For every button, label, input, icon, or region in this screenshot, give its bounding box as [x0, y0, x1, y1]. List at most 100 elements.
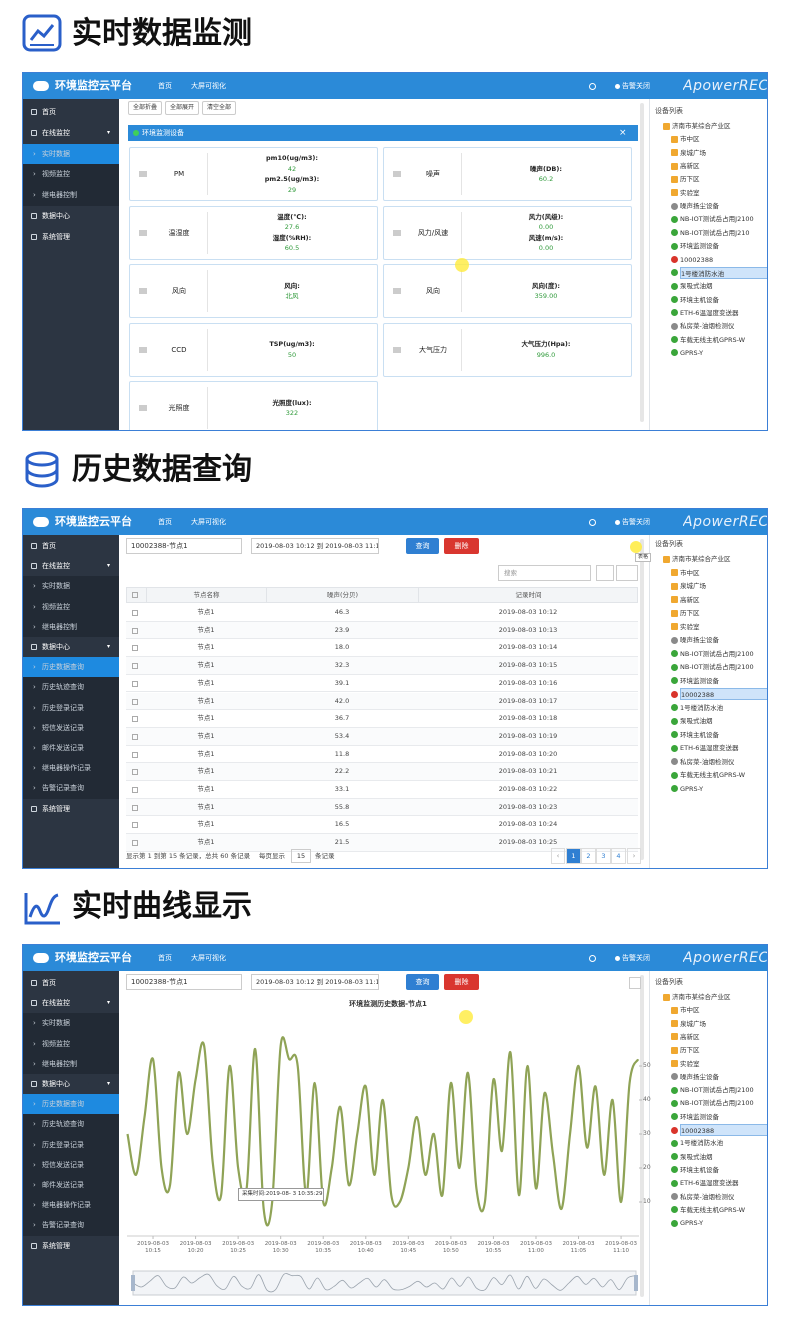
submenu-item[interactable]: 视频监控	[42, 1039, 70, 1048]
tree-folder[interactable]: 高新区	[680, 162, 700, 171]
submenu-item[interactable]: 继电器控制	[42, 1059, 77, 1068]
toolbar-button[interactable]: 清空全部	[202, 101, 236, 115]
menu-item[interactable]: 在线监控	[42, 128, 70, 137]
tree-folder[interactable]: 高新区	[680, 595, 700, 604]
tree-device[interactable]: GPRS-Y	[680, 348, 704, 357]
tree-device[interactable]: 1号楼消防水池	[680, 703, 724, 712]
alarm-toggle[interactable]: 告警关闭	[622, 518, 650, 526]
tree-folder[interactable]: 历下区	[680, 1046, 700, 1055]
submenu-item[interactable]: 历史登录记录	[42, 1140, 84, 1149]
tree-folder[interactable]: 泉城广场	[680, 1019, 706, 1028]
menu-item[interactable]: 首页	[42, 542, 56, 550]
node-select[interactable]: 10002388-节点1	[126, 538, 242, 554]
tree-device[interactable]: NB-IOT测试岳占用J210	[680, 228, 750, 237]
page-button[interactable]: 2	[581, 848, 596, 864]
tree-device[interactable]: NB-IOT测试岳占用J2100	[680, 1099, 754, 1108]
row-checkbox[interactable]	[132, 804, 138, 811]
submenu-item[interactable]: 历史轨迹查询	[42, 683, 84, 692]
nav-link[interactable]: 大屏可视化	[191, 82, 226, 90]
nav-link[interactable]: 大屏可视化	[191, 518, 226, 526]
row-checkbox[interactable]	[132, 716, 138, 723]
row-checkbox[interactable]	[132, 733, 138, 740]
submenu-item[interactable]: 历史登录记录	[42, 703, 84, 712]
tree-device[interactable]: 私房菜-油烟检测仪	[680, 757, 735, 766]
tree-device[interactable]: NB-IOT测试岳占用J2100	[680, 649, 754, 658]
panel-close[interactable]: ×	[619, 128, 627, 138]
tree-device[interactable]: 噪声扬尘设备	[680, 636, 719, 644]
menu-item[interactable]: 数据中心	[42, 1080, 70, 1088]
row-checkbox[interactable]	[132, 769, 138, 776]
nav-link[interactable]: 大屏可视化	[191, 954, 226, 962]
menu-item[interactable]: 首页	[42, 979, 56, 987]
tree-root[interactable]: 济南市某综合产业区	[672, 122, 731, 130]
submenu-item[interactable]: 继电器操作记录	[42, 1201, 91, 1210]
tree-folder[interactable]: 实验室	[680, 1059, 700, 1068]
tree-device[interactable]: 私房菜-油烟检测仪	[680, 1192, 735, 1201]
delete-button[interactable]: 删除	[444, 974, 479, 990]
menu-item[interactable]: 系统管理	[42, 1241, 70, 1250]
row-checkbox[interactable]	[132, 840, 138, 847]
page-button[interactable]: 1	[566, 848, 581, 864]
tree-device[interactable]: 环境监测设备	[680, 676, 719, 685]
menu-item[interactable]: 首页	[42, 108, 56, 116]
tree-folder[interactable]: 高新区	[680, 1032, 700, 1041]
tree-device[interactable]: 泵吸式油烟	[680, 1152, 713, 1161]
tree-device[interactable]: 环境监测设备	[680, 1112, 719, 1121]
menu-item[interactable]: 数据中心	[42, 212, 70, 220]
node-select[interactable]: 10002388-节点1	[126, 974, 242, 990]
tree-device[interactable]: 环境主机设备	[680, 295, 719, 304]
tree-device[interactable]: 车载无线主机GPRS-W	[680, 1205, 746, 1214]
tree-device[interactable]: ETH-6温湿度变送器	[680, 1179, 739, 1188]
submenu-item[interactable]: 继电器操作记录	[42, 764, 91, 773]
alarm-toggle[interactable]: 告警关闭	[622, 954, 650, 962]
submenu-item[interactable]: 告警记录查询	[42, 784, 84, 793]
tree-device[interactable]: 车载无线主机GPRS-W	[680, 335, 746, 344]
tree-device[interactable]: 环境主机设备	[680, 1165, 719, 1174]
submenu-item[interactable]: 历史数据查询	[42, 663, 84, 672]
tree-device[interactable]: 1号楼消防水池	[680, 266, 767, 279]
row-checkbox[interactable]	[132, 645, 138, 652]
page-button[interactable]: 4	[611, 848, 626, 864]
export-button[interactable]	[616, 565, 638, 581]
submenu-item[interactable]: 继电器控制	[42, 622, 77, 631]
submenu-item[interactable]: 历史轨迹查询	[42, 1120, 84, 1129]
tree-device[interactable]: ETH-6温湿度变送器	[680, 308, 739, 317]
row-checkbox[interactable]	[132, 698, 138, 705]
tree-device[interactable]: 10002388	[680, 255, 714, 264]
tree-folder[interactable]: 历下区	[680, 175, 700, 184]
submenu-item[interactable]: 短信发送记录	[42, 1160, 84, 1169]
tree-device[interactable]: NB-IOT测试岳占用J2100	[680, 663, 754, 671]
toolbar-button[interactable]: 全部折叠	[128, 101, 162, 115]
submenu-item[interactable]: 视频监控	[42, 170, 70, 179]
page-button[interactable]: 3	[596, 848, 611, 864]
tree-device[interactable]: 车载无线主机GPRS-W	[680, 771, 746, 779]
row-checkbox[interactable]	[132, 787, 138, 793]
menu-item[interactable]: 在线监控	[42, 999, 70, 1008]
tree-folder[interactable]: 实验室	[680, 188, 700, 197]
toolbar-button[interactable]: 全部展开	[165, 101, 199, 115]
search-button[interactable]: 查询	[406, 538, 439, 554]
row-checkbox[interactable]	[132, 627, 138, 634]
nav-link[interactable]: 首页	[158, 954, 172, 962]
submenu-item[interactable]: 短信发送记录	[42, 723, 84, 732]
menu-item[interactable]: 在线监控	[42, 562, 70, 571]
tree-device[interactable]: 环境主机设备	[680, 730, 719, 739]
submenu-item[interactable]: 视频监控	[42, 602, 70, 611]
tree-device[interactable]: ETH-6温湿度变送器	[680, 744, 739, 752]
submenu-item[interactable]: 实时数据	[42, 149, 70, 158]
tree-folder[interactable]: 实验室	[680, 622, 700, 631]
tree-device[interactable]: 私房菜-油烟检测仪	[680, 322, 735, 331]
tree-device[interactable]: GPRS-Y	[680, 1219, 704, 1228]
tree-device[interactable]: NB-IOT测试岳占用J2100	[680, 1086, 754, 1095]
tree-device[interactable]: GPRS-Y	[680, 784, 704, 793]
submenu-item[interactable]: 邮件发送记录	[42, 744, 84, 752]
row-checkbox[interactable]	[132, 751, 138, 758]
page-prev[interactable]: ‹	[551, 848, 565, 864]
row-checkbox[interactable]	[132, 610, 138, 616]
tree-device[interactable]: 10002388	[680, 1124, 767, 1136]
chart-settings[interactable]	[629, 977, 641, 989]
tree-device[interactable]: 环境监测设备	[680, 242, 719, 251]
search-button[interactable]: 查询	[406, 974, 439, 990]
tree-folder[interactable]: 市中区	[680, 135, 700, 144]
menu-item[interactable]: 系统管理	[42, 232, 70, 241]
